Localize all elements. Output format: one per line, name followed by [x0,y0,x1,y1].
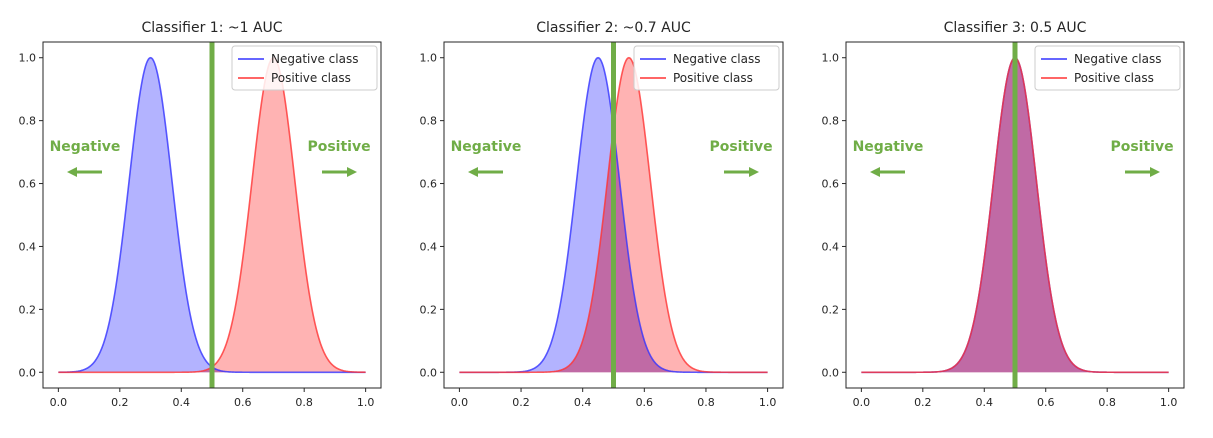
legend-label: Positive class [1074,71,1154,85]
x-tick-label: 0.2 [512,396,530,409]
y-tick-label: 1.0 [19,52,37,65]
x-tick-label: 0.6 [1037,396,1055,409]
positive-annotation: Positive [709,139,772,155]
arrow-left-icon [870,167,905,177]
y-tick-label: 0.4 [420,240,438,253]
legend-label: Positive class [271,71,351,85]
arrow-left-head [468,167,478,177]
arrow-right-head [749,167,759,177]
y-tick-label: 0.4 [19,240,37,253]
x-tick-label: 0.0 [50,396,68,409]
legend-label: Negative class [271,52,358,66]
chart-title: Classifier 3: 0.5 AUC [944,20,1087,36]
y-tick-label: 0.2 [822,303,840,316]
x-tick-label: 0.0 [853,396,871,409]
chart-title: Classifier 2: ~0.7 AUC [536,20,691,36]
negative-annotation: Negative [50,139,121,155]
legend-box [1034,45,1181,91]
arrow-left-head [870,167,880,177]
positive-class-fill [58,57,366,373]
x-tick-label: 0.4 [173,396,191,409]
x-tick-label: 0.8 [295,396,313,409]
x-tick-label: 0.4 [976,396,994,409]
arrow-left-icon [468,167,503,177]
arrow-right-head [1150,167,1160,177]
y-tick-label: 0.2 [19,303,37,316]
y-tick-label: 1.0 [822,52,840,65]
y-tick-label: 0.2 [420,303,438,316]
y-tick-label: 1.0 [420,52,438,65]
axes-frame [845,41,1185,389]
x-tick-label: 0.4 [574,396,592,409]
y-tick-label: 0.8 [822,115,840,128]
arrow-right-icon [724,167,759,177]
axes-frame [42,41,382,389]
legend-label: Positive class [673,71,753,85]
x-tick-label: 1.0 [759,396,777,409]
arrow-right-head [347,167,357,177]
negative-annotation: Negative [451,139,522,155]
arrow-left-head [67,167,77,177]
axes-frame [443,41,784,389]
x-tick-label: 0.2 [914,396,932,409]
x-tick-label: 0.8 [697,396,715,409]
x-tick-label: 0.0 [451,396,469,409]
y-tick-label: 0.8 [19,115,37,128]
chart-panel-1: 0.0 0.2 0.4 0.6 0.8 1.0 0.0 0.2 0.4 0.6 0.8 1.0 Clas… [19,20,382,409]
legend-label: Negative class [1074,52,1161,66]
legend-box [231,45,378,91]
y-tick-label: 0.0 [19,366,37,379]
y-tick-label: 0.6 [420,178,438,191]
legend-box [633,45,780,91]
x-tick-label: 1.0 [1160,396,1178,409]
negative-class-fill [58,57,366,373]
negative-annotation: Negative [853,139,924,155]
x-tick-label: 1.0 [357,396,375,409]
x-tick-label: 0.6 [234,396,252,409]
x-tick-label: 0.6 [636,396,654,409]
y-tick-label: 0.4 [822,240,840,253]
x-tick-label: 0.8 [1098,396,1116,409]
arrow-right-icon [1125,167,1160,177]
legend-label: Negative class [673,52,760,66]
chart-panel-2: 0.0 0.2 0.4 0.6 0.8 1.0 0.0 0.2 0.4 0.6 0.8 1.0 Clas… [420,20,784,409]
y-tick-label: 0.6 [822,178,840,191]
y-tick-label: 0.6 [19,178,37,191]
y-tick-label: 0.8 [420,115,438,128]
y-tick-label: 0.0 [822,366,840,379]
y-tick-label: 0.0 [420,366,438,379]
chart-title: Classifier 1: ~1 AUC [141,20,282,36]
arrow-right-icon [322,167,357,177]
chart-panel-3: 0.0 0.2 0.4 0.6 0.8 1.0 0.0 0.2 0.4 0.6 0.8 1.0 Clas… [822,20,1185,409]
x-tick-label: 0.2 [111,396,129,409]
positive-annotation: Positive [307,139,370,155]
arrow-left-icon [67,167,102,177]
positive-annotation: Positive [1110,139,1173,155]
